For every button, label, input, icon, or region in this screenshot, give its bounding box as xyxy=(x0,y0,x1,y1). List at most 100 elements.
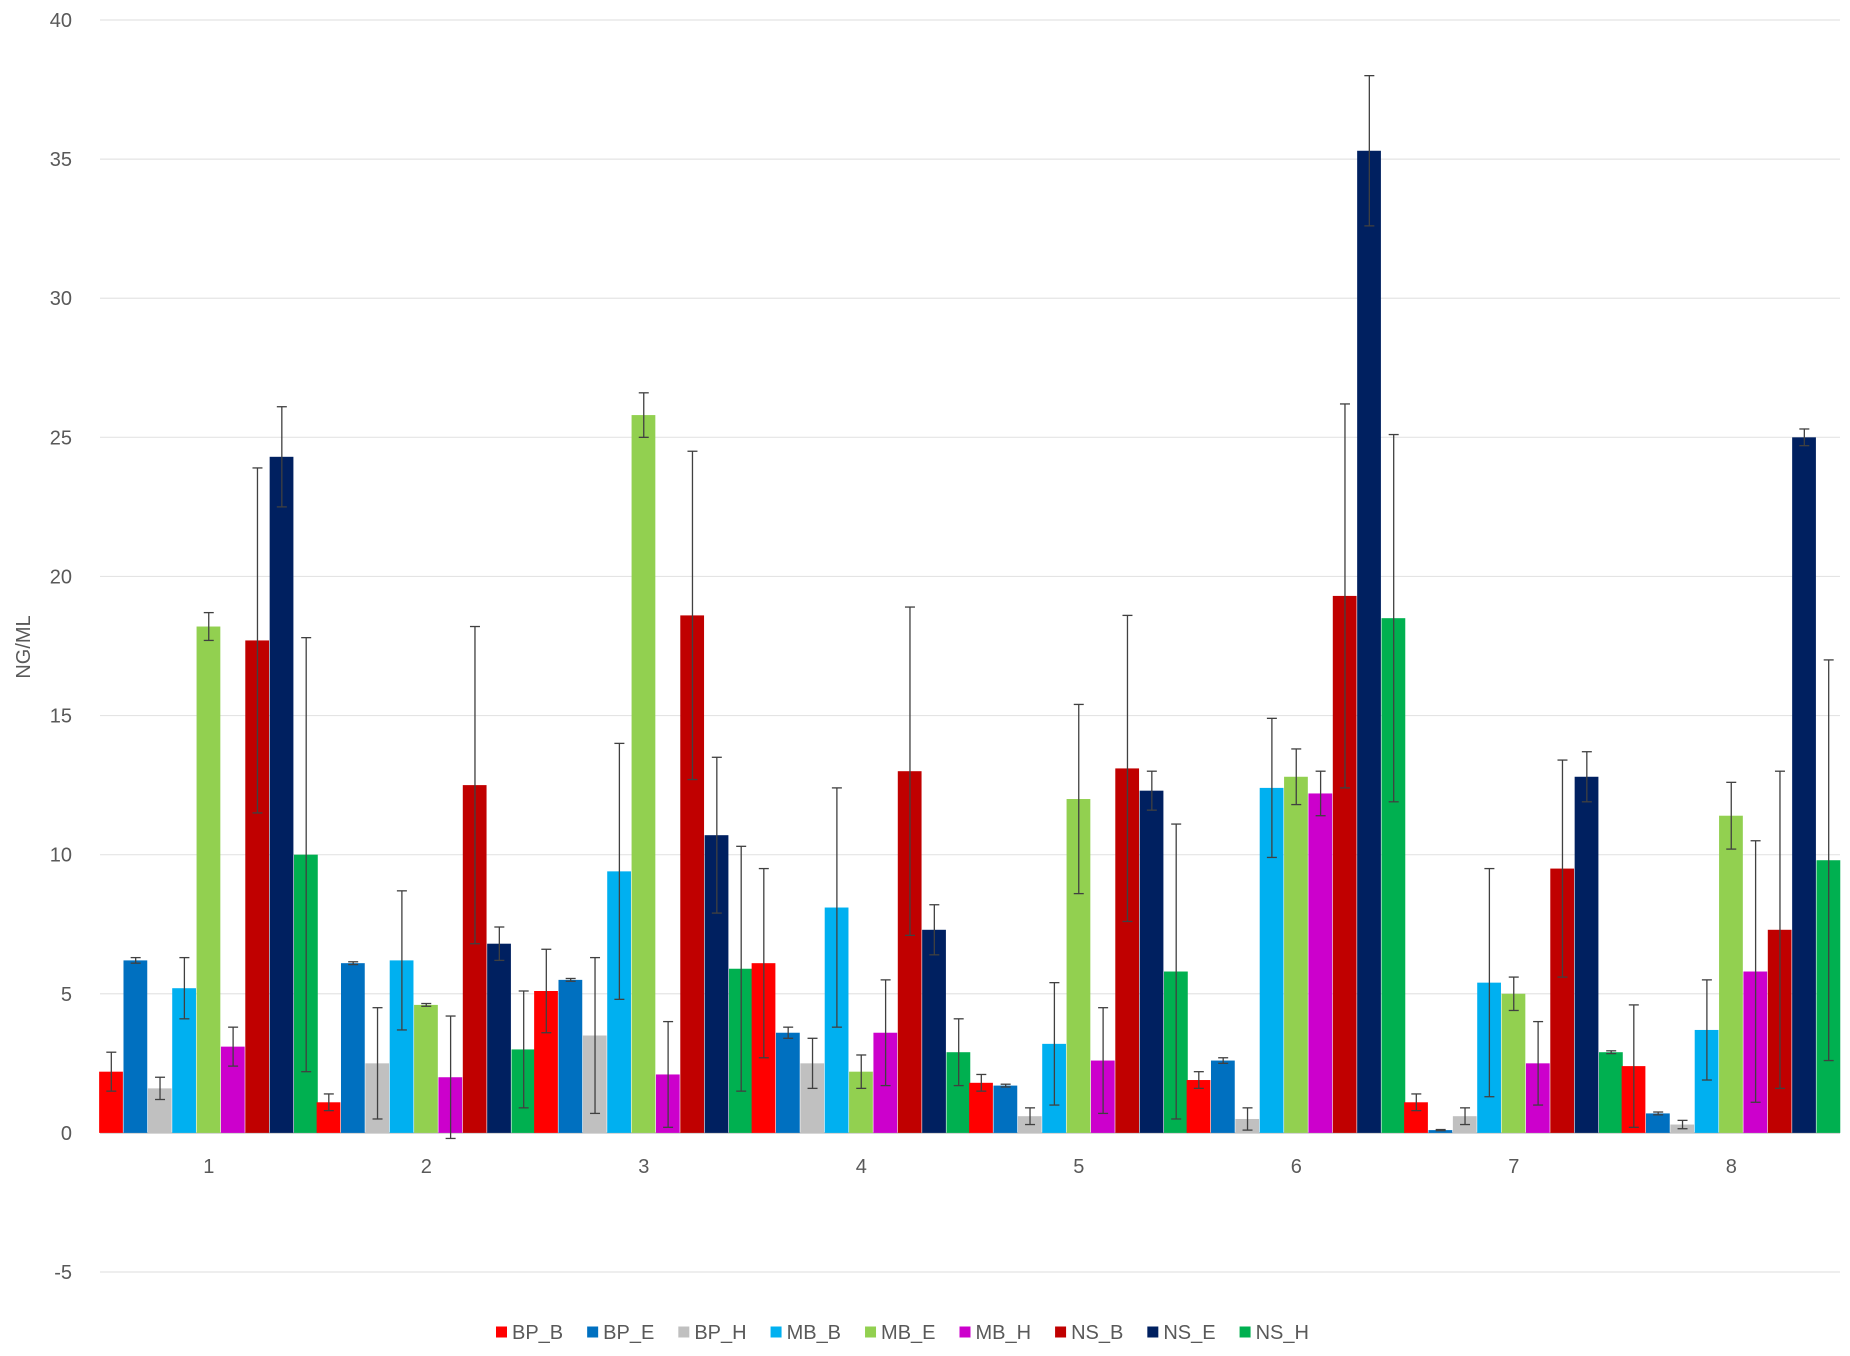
error-bar-ns-b-2 xyxy=(469,625,480,945)
error-bar-bp-e-1 xyxy=(130,956,141,964)
error-bar-mb-b-3 xyxy=(614,742,625,1000)
error-bar-ns-e-8 xyxy=(1799,428,1810,447)
legend-label: NS_B xyxy=(1071,1322,1123,1344)
bar-mb-b-6 xyxy=(1259,787,1284,1133)
error-bar-mb-e-8 xyxy=(1726,781,1737,850)
legend-item-ns-e: NS_E xyxy=(1147,1322,1216,1344)
legend-label: MB_H xyxy=(976,1322,1032,1344)
y-tick-label: 25 xyxy=(50,427,72,449)
error-bar-ns-b-1 xyxy=(252,467,263,814)
error-bar-mb-h-6 xyxy=(1315,770,1326,817)
legend-item-bp-h: BP_H xyxy=(678,1322,747,1344)
x-tick-label: 3 xyxy=(638,1156,649,1178)
error-bar-mb-h-3 xyxy=(663,1020,674,1128)
error-bar-bp-b-1 xyxy=(106,1051,117,1092)
bar-bp-e-5 xyxy=(993,1085,1018,1133)
bar-ns-b-4 xyxy=(897,771,922,1133)
bar-mb-h-6 xyxy=(1308,793,1333,1133)
legend-swatch xyxy=(587,1326,599,1338)
error-bar-ns-h-1 xyxy=(301,637,312,1073)
error-bar-bp-e-5 xyxy=(1000,1083,1011,1088)
bar-mb-e-4 xyxy=(849,1071,873,1133)
error-bar-ns-b-6 xyxy=(1339,403,1350,789)
error-bar-ns-h-2 xyxy=(518,990,529,1109)
bar-bp-b-6 xyxy=(1186,1080,1211,1133)
bar-bp-b-5 xyxy=(969,1082,993,1133)
bar-ns-e-3 xyxy=(704,835,729,1133)
error-bar-mb-e-1 xyxy=(203,611,214,642)
legend-swatch xyxy=(678,1326,690,1338)
error-bar-mb-h-1 xyxy=(228,1026,239,1067)
y-tick-label: 15 xyxy=(50,706,72,728)
legend-item-bp-e: BP_E xyxy=(587,1322,654,1344)
bar-mb-b-1 xyxy=(172,988,196,1133)
error-bar-bp-b-4 xyxy=(758,867,769,1059)
error-bar-mb-e-3 xyxy=(638,392,649,438)
error-bar-ns-h-8 xyxy=(1823,659,1834,1062)
legend-item-ns-b: NS_B xyxy=(1055,1322,1123,1344)
bar-ns-b-3 xyxy=(680,615,705,1133)
error-bar-bp-h-1 xyxy=(155,1076,166,1101)
legend-item-mb-e: MB_E xyxy=(865,1322,936,1344)
bar-bp-e-1 xyxy=(123,960,148,1133)
error-bar-mb-e-6 xyxy=(1291,748,1302,806)
error-bar-mb-b-4 xyxy=(831,787,842,1028)
bar-bp-e-4 xyxy=(775,1032,800,1133)
bar-bp-e-2 xyxy=(340,963,365,1133)
y-tick-label: 10 xyxy=(50,845,72,867)
bar-ns-b-6 xyxy=(1332,595,1357,1133)
error-bar-ns-e-7 xyxy=(1581,751,1592,803)
error-bar-bp-e-7 xyxy=(1435,1128,1446,1132)
error-bar-ns-e-5 xyxy=(1146,770,1157,811)
x-tick-label: 1 xyxy=(203,1156,214,1178)
error-bar-mb-b-7 xyxy=(1484,867,1495,1098)
bar-bp-b-3 xyxy=(534,990,558,1133)
legend-label: BP_H xyxy=(694,1322,746,1344)
error-bar-mb-b-2 xyxy=(396,890,407,1031)
error-bar-bp-h-4 xyxy=(807,1037,818,1090)
bar-mb-e-6 xyxy=(1284,776,1308,1133)
error-bar-mb-e-7 xyxy=(1508,976,1519,1012)
x-tick-label: 7 xyxy=(1508,1156,1519,1178)
error-bar-ns-e-1 xyxy=(276,406,287,508)
bar-mb-e-1 xyxy=(196,626,221,1133)
legend-item-mb-h: MB_H xyxy=(959,1322,1032,1344)
bar-mb-b-8 xyxy=(1694,1029,1719,1133)
error-bar-bp-e-8 xyxy=(1653,1111,1664,1116)
bar-mb-b-2 xyxy=(389,960,414,1133)
legend-label: BP_B xyxy=(512,1322,563,1344)
error-bar-mb-e-4 xyxy=(856,1054,867,1090)
bar-ns-b-2 xyxy=(462,785,487,1133)
y-tick-label: 35 xyxy=(50,149,72,171)
y-tick-label: 5 xyxy=(61,984,72,1006)
legend-item-ns-h: NS_H xyxy=(1239,1322,1309,1344)
bar-ns-e-1 xyxy=(269,456,294,1133)
y-tick-label: 40 xyxy=(50,10,72,32)
y-tick-label: -5 xyxy=(54,1262,72,1284)
error-bar-bp-h-5 xyxy=(1025,1107,1036,1126)
x-tick-label: 8 xyxy=(1726,1156,1737,1178)
legend-swatch xyxy=(770,1326,782,1338)
y-tick-label: 0 xyxy=(61,1123,72,1145)
bar-ns-b-5 xyxy=(1115,768,1140,1133)
error-bar-mb-h-4 xyxy=(880,979,891,1087)
error-bar-ns-h-4 xyxy=(953,1018,964,1087)
legend-item-bp-b: BP_B xyxy=(496,1322,563,1344)
legend-label: MB_E xyxy=(881,1322,935,1344)
error-bar-mb-b-6 xyxy=(1266,717,1277,859)
legend-swatch xyxy=(865,1326,877,1338)
error-bar-bp-h-6 xyxy=(1242,1107,1253,1131)
legend-swatch xyxy=(1055,1326,1067,1338)
bar-mb-e-5 xyxy=(1066,799,1091,1133)
error-bar-ns-e-2 xyxy=(494,926,505,962)
legend-label: BP_E xyxy=(603,1322,654,1344)
bar-bp-e-3 xyxy=(558,979,583,1133)
error-bar-mb-h-8 xyxy=(1750,840,1761,1103)
bar-mb-b-3 xyxy=(607,871,631,1133)
error-bar-bp-e-2 xyxy=(348,961,359,966)
error-bar-bp-b-5 xyxy=(976,1073,987,1092)
bar-ns-e-8 xyxy=(1792,437,1816,1133)
bar-ns-e-6 xyxy=(1357,150,1381,1133)
error-bar-ns-b-5 xyxy=(1122,614,1133,923)
